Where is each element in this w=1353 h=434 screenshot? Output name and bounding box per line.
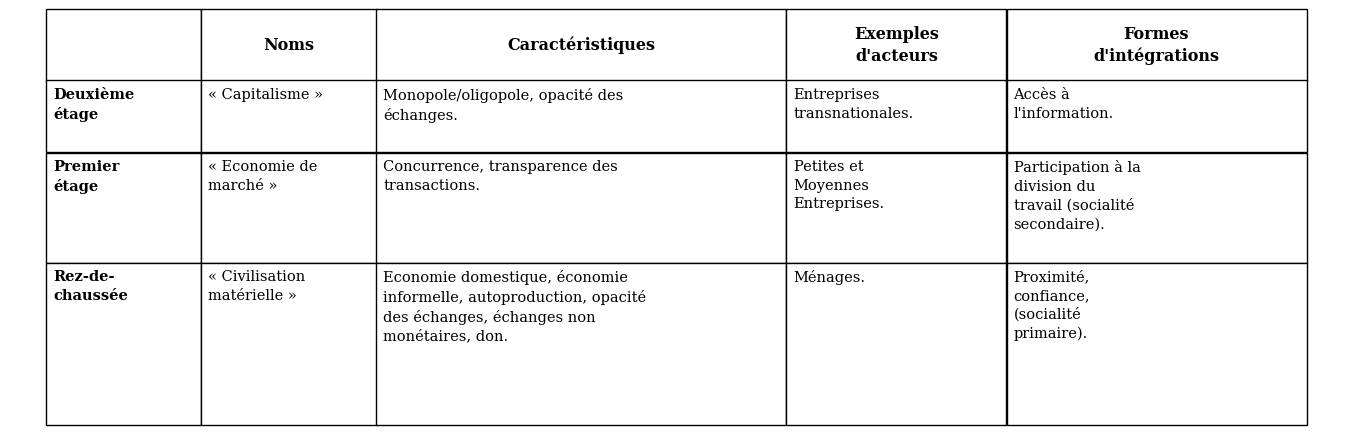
- Text: Accès à
l'information.: Accès à l'information.: [1013, 88, 1114, 121]
- Text: « Civilisation
matérielle »: « Civilisation matérielle »: [208, 270, 306, 302]
- Bar: [786, 81, 1007, 153]
- Bar: [46, 10, 202, 81]
- Text: Economie domestique, économie
informelle, autoproduction, opacité
des échanges, : Economie domestique, économie informelle…: [383, 270, 647, 343]
- Bar: [202, 81, 376, 153]
- Text: Rez-de-
chaussée: Rez-de- chaussée: [54, 270, 129, 302]
- Text: Entreprises
transnationales.: Entreprises transnationales.: [793, 88, 913, 121]
- Bar: [786, 153, 1007, 263]
- Bar: [202, 10, 376, 81]
- Bar: [46, 153, 202, 263]
- Text: Formes
d'intégrations: Formes d'intégrations: [1093, 26, 1219, 65]
- Text: Proximité,
confiance,
(socialité
primaire).: Proximité, confiance, (socialité primair…: [1013, 270, 1091, 340]
- Bar: [202, 263, 376, 424]
- Text: Deuxième
étage: Deuxième étage: [54, 88, 135, 122]
- Text: Participation à la
division du
travail (socialité
secondaire).: Participation à la division du travail (…: [1013, 160, 1141, 230]
- Bar: [1007, 263, 1307, 424]
- Bar: [786, 10, 1007, 81]
- Text: Caractéristiques: Caractéristiques: [507, 36, 655, 54]
- Bar: [1007, 81, 1307, 153]
- Bar: [786, 263, 1007, 424]
- Text: Exemples
d'acteurs: Exemples d'acteurs: [854, 26, 939, 65]
- Bar: [376, 153, 786, 263]
- Bar: [1007, 10, 1307, 81]
- Bar: [376, 263, 786, 424]
- Bar: [46, 81, 202, 153]
- Text: Ménages.: Ménages.: [793, 270, 866, 285]
- Text: Noms: Noms: [264, 37, 314, 54]
- Bar: [1007, 153, 1307, 263]
- Text: Petites et
Moyennes
Entreprises.: Petites et Moyennes Entreprises.: [793, 160, 885, 211]
- Bar: [46, 263, 202, 424]
- Bar: [376, 81, 786, 153]
- Text: Monopole/oligopole, opacité des
échanges.: Monopole/oligopole, opacité des échanges…: [383, 88, 624, 123]
- Text: Concurrence, transparence des
transactions.: Concurrence, transparence des transactio…: [383, 160, 618, 192]
- Text: « Economie de
marché »: « Economie de marché »: [208, 160, 318, 192]
- Bar: [202, 153, 376, 263]
- Text: Premier
étage: Premier étage: [54, 160, 120, 194]
- Bar: [376, 10, 786, 81]
- Text: « Capitalisme »: « Capitalisme »: [208, 88, 323, 102]
